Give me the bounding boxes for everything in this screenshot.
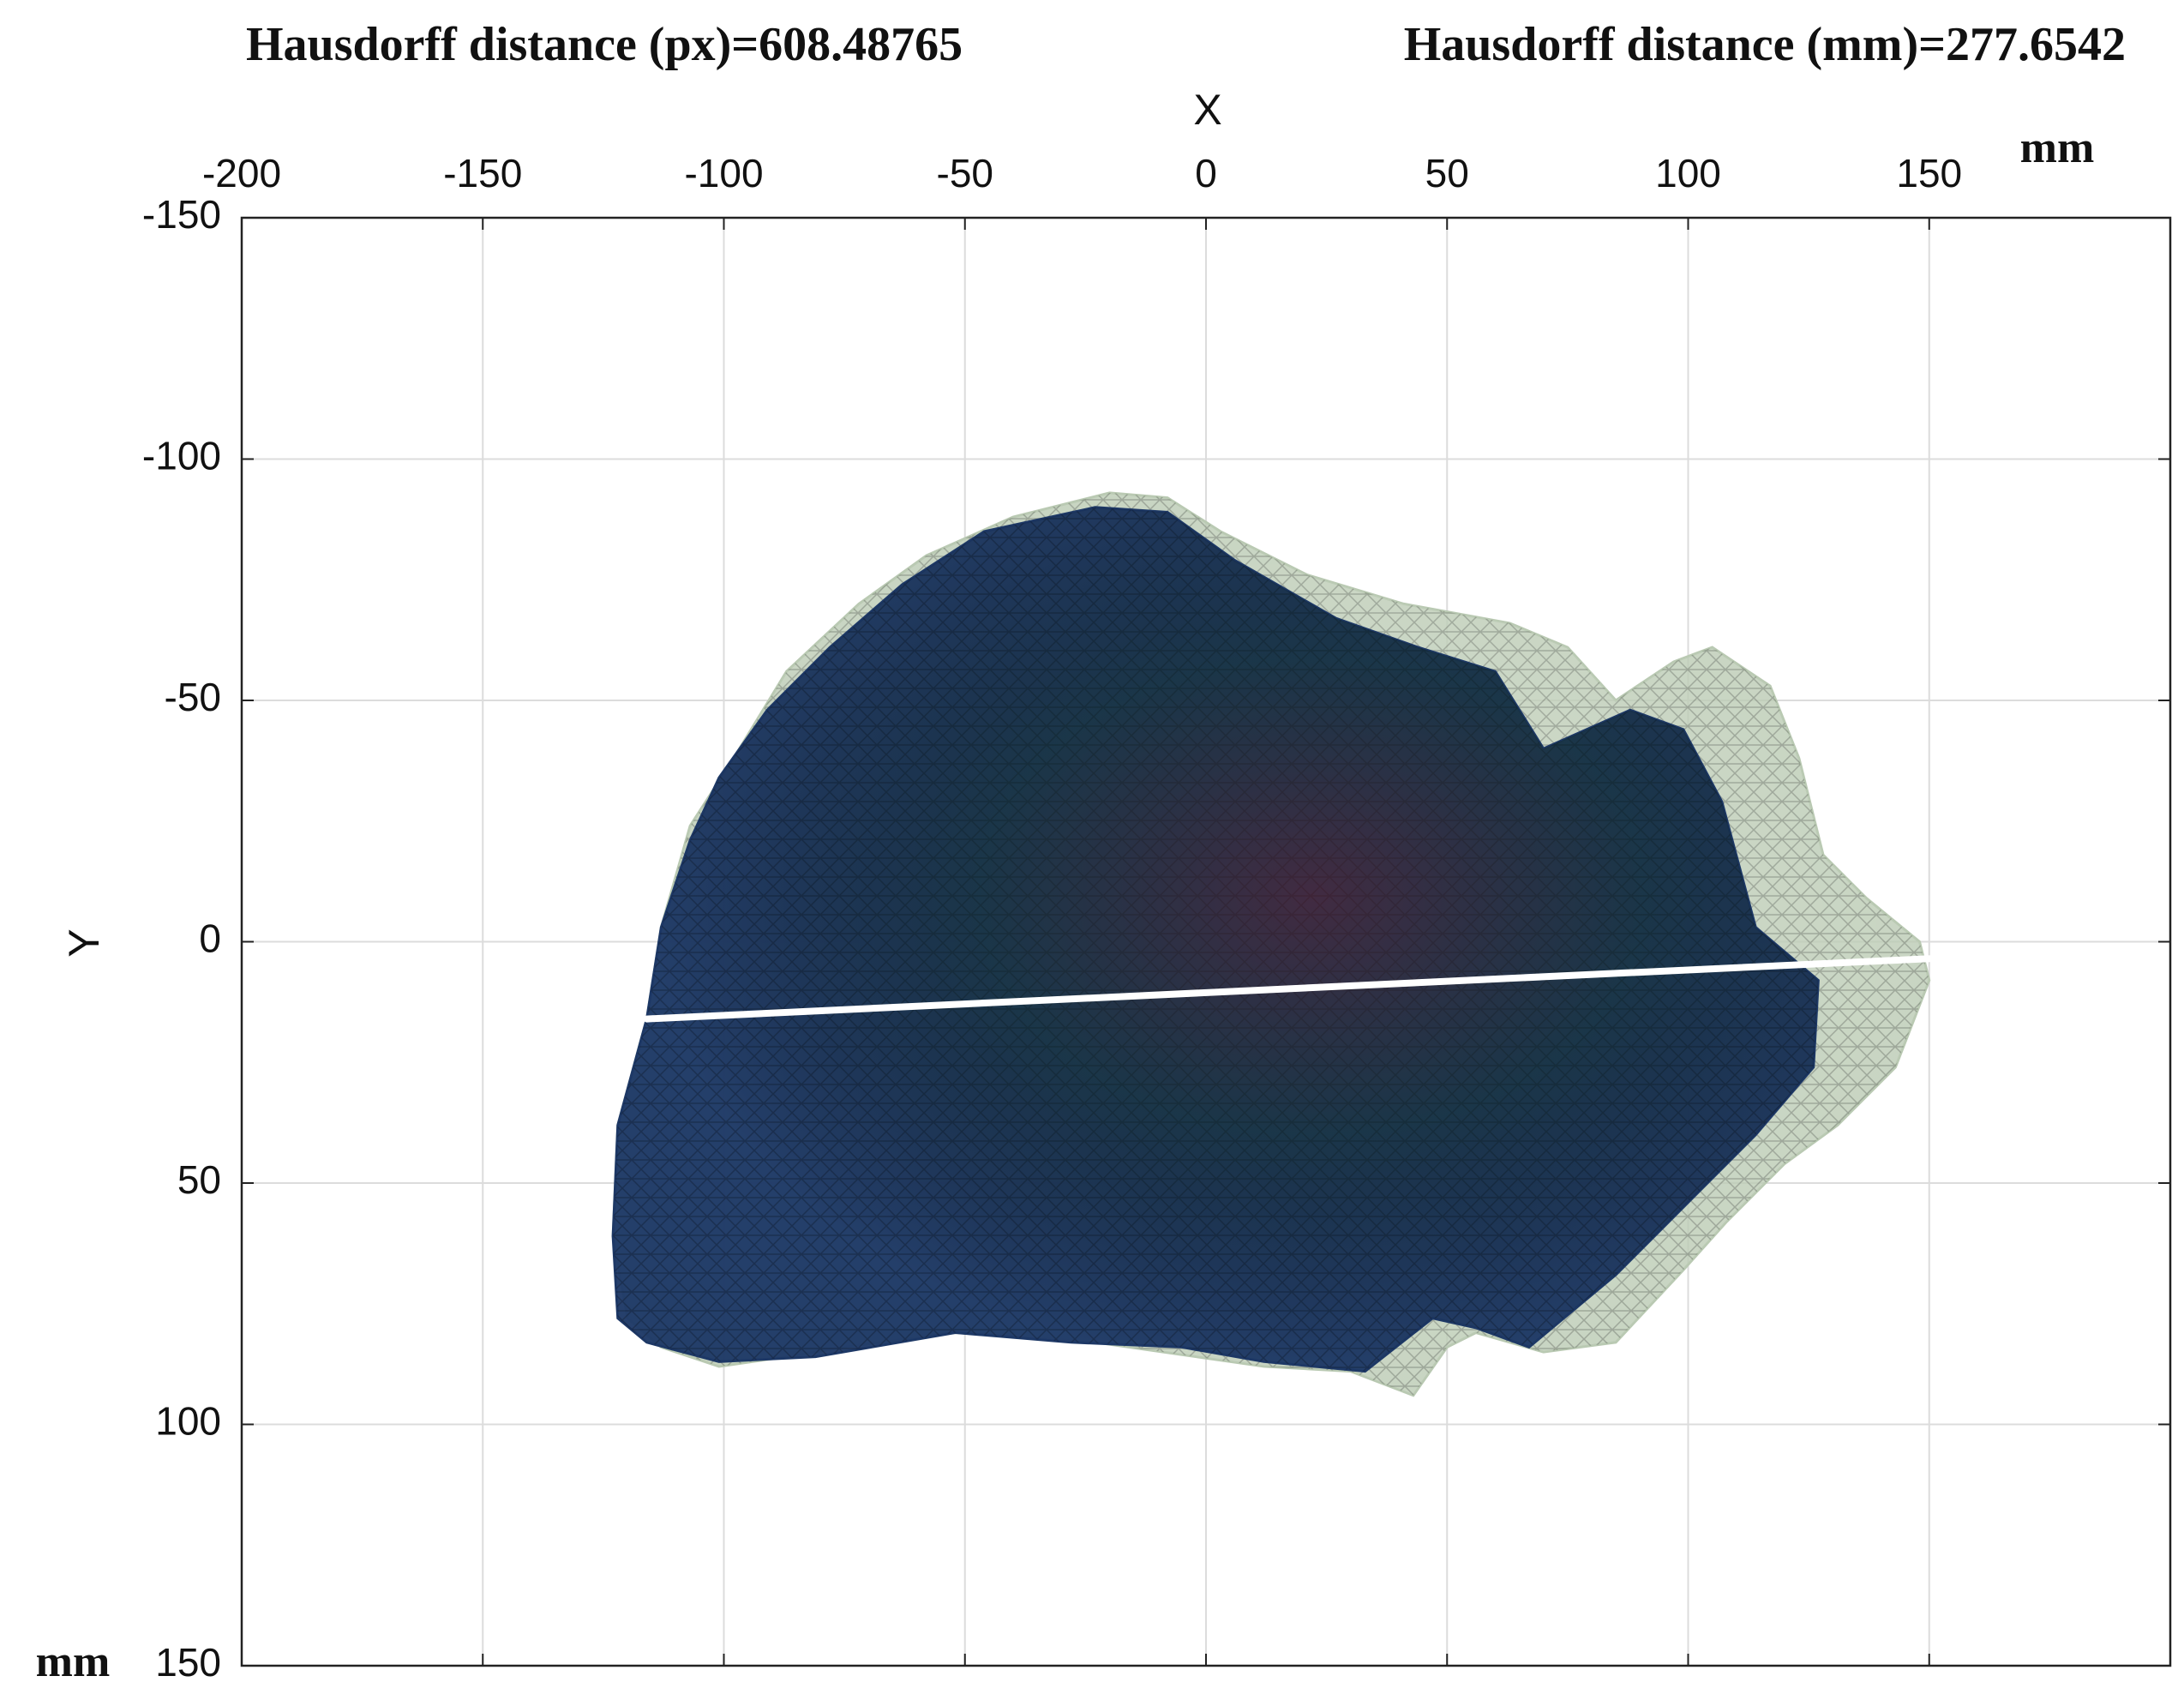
x-tick-label: -150: [443, 151, 522, 195]
y-tick-label: 100: [155, 1399, 221, 1444]
hausdorff-line: [643, 955, 1933, 1023]
y-tick-label: 50: [177, 1157, 221, 1202]
x-tick-label: 150: [1896, 151, 1962, 195]
title-px: Hausdorff distance (px)=608.48765: [246, 18, 963, 71]
y-unit: mm: [36, 1637, 111, 1686]
plot-area: [611, 491, 1933, 1397]
y-tick-label: -50: [165, 675, 221, 719]
title-mm: Hausdorff distance (mm)=277.6542: [1404, 18, 2126, 71]
y-tick-label: 150: [155, 1640, 221, 1685]
x-tick-label: -50: [937, 151, 993, 195]
axes-box: [240, 216, 2172, 1667]
surface-shading: [613, 507, 1819, 1372]
x-tick-label: -100: [684, 151, 763, 195]
x-tick-label: -200: [202, 151, 281, 195]
x-axis-label: X: [1193, 86, 1221, 134]
surface-glow: [613, 507, 1819, 1372]
y-tick-label: -150: [142, 192, 221, 237]
x-tick-label: 0: [1195, 151, 1217, 195]
y-axis-label: Y: [60, 928, 108, 957]
x-tick-label: 100: [1655, 151, 1721, 195]
x-tick-label: 50: [1425, 151, 1469, 195]
x-unit: mm: [2020, 123, 2095, 172]
y-tick-label: -100: [142, 434, 221, 478]
y-tick-label: 0: [199, 916, 221, 961]
